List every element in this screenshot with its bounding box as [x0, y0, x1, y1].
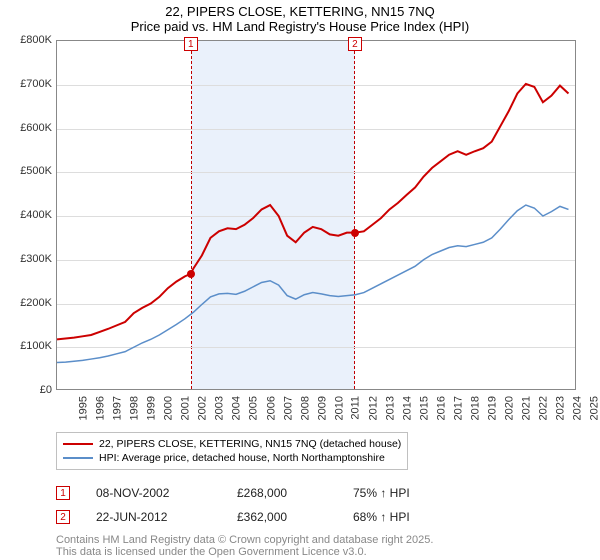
- y-axis-label: £0: [2, 384, 52, 396]
- x-axis-label: 2000: [163, 396, 175, 420]
- attribution-footer: Contains HM Land Registry data © Crown c…: [56, 534, 433, 558]
- x-axis-label: 2018: [470, 396, 482, 420]
- sale-point-marker: [351, 229, 359, 237]
- sale-point-marker: [187, 270, 195, 278]
- x-axis-label: 2010: [333, 396, 345, 420]
- x-axis-label: 2025: [589, 396, 600, 420]
- x-axis-label: 2009: [316, 396, 328, 420]
- sale-price: £362,000: [237, 510, 327, 524]
- x-axis-label: 2020: [504, 396, 516, 420]
- x-axis-label: 2006: [265, 396, 277, 420]
- x-axis-label: 1999: [146, 396, 158, 420]
- series-hpi: [57, 205, 568, 363]
- series-price_paid: [57, 84, 568, 340]
- chart-title-line2: Price paid vs. HM Land Registry's House …: [0, 19, 600, 34]
- footer-line1: Contains HM Land Registry data © Crown c…: [56, 534, 433, 546]
- x-axis-label: 1995: [77, 396, 89, 420]
- y-axis-label: £200K: [2, 297, 52, 309]
- x-axis-label: 2013: [384, 396, 396, 420]
- x-axis-label: 2021: [521, 396, 533, 420]
- y-axis-label: £800K: [2, 34, 52, 46]
- legend-swatch: [63, 457, 93, 459]
- x-axis-label: 1997: [112, 396, 124, 420]
- sale-date: 22-JUN-2012: [96, 510, 211, 524]
- x-axis-label: 2023: [555, 396, 567, 420]
- footer-line2: This data is licensed under the Open Gov…: [56, 546, 433, 558]
- x-axis-label: 2003: [214, 396, 226, 420]
- x-axis-label: 2012: [367, 396, 379, 420]
- y-axis-label: £400K: [2, 209, 52, 221]
- legend-swatch: [63, 443, 93, 445]
- x-axis-label: 2008: [299, 396, 311, 420]
- x-axis-label: 1998: [129, 396, 141, 420]
- x-axis-label: 2011: [349, 396, 361, 420]
- chart-title-line1: 22, PIPERS CLOSE, KETTERING, NN15 7NQ: [0, 4, 600, 19]
- legend-row-price_paid: 22, PIPERS CLOSE, KETTERING, NN15 7NQ (d…: [63, 437, 401, 451]
- legend: 22, PIPERS CLOSE, KETTERING, NN15 7NQ (d…: [56, 432, 408, 470]
- x-axis-label: 2016: [436, 396, 448, 420]
- y-axis-label: £500K: [2, 165, 52, 177]
- x-axis-label: 2019: [487, 396, 499, 420]
- plot-area: 12: [56, 40, 576, 390]
- sale-row-marker: 2: [56, 510, 70, 524]
- legend-row-hpi: HPI: Average price, detached house, Nort…: [63, 451, 401, 465]
- sale-row-marker: 1: [56, 486, 70, 500]
- x-axis-label: 2002: [197, 396, 209, 420]
- x-axis-label: 2004: [231, 396, 243, 420]
- x-axis-label: 2005: [248, 396, 260, 420]
- band-marker-2: 2: [348, 37, 362, 51]
- y-axis-label: £700K: [2, 78, 52, 90]
- x-axis-label: 2024: [572, 396, 584, 420]
- sale-pct: 68% ↑ HPI: [353, 510, 410, 524]
- x-axis-label: 2001: [180, 396, 192, 420]
- x-axis-label: 2022: [538, 396, 550, 420]
- x-axis-label: 2015: [418, 396, 430, 420]
- y-axis-label: £300K: [2, 253, 52, 265]
- sale-date: 08-NOV-2002: [96, 486, 211, 500]
- sale-row-2: 2 22-JUN-2012 £362,000 68% ↑ HPI: [56, 510, 410, 524]
- legend-label: HPI: Average price, detached house, Nort…: [99, 452, 385, 464]
- sale-row-1: 1 08-NOV-2002 £268,000 75% ↑ HPI: [56, 486, 410, 500]
- x-axis-label: 2007: [282, 396, 294, 420]
- x-axis-label: 2014: [401, 396, 413, 420]
- y-axis-label: £100K: [2, 340, 52, 352]
- sale-price: £268,000: [237, 486, 327, 500]
- y-axis-label: £600K: [2, 122, 52, 134]
- sale-pct: 75% ↑ HPI: [353, 486, 410, 500]
- band-marker-1: 1: [184, 37, 198, 51]
- x-axis-label: 2017: [453, 396, 465, 420]
- x-axis-label: 1996: [95, 396, 107, 420]
- chart-lines: [57, 41, 577, 391]
- legend-label: 22, PIPERS CLOSE, KETTERING, NN15 7NQ (d…: [99, 438, 401, 450]
